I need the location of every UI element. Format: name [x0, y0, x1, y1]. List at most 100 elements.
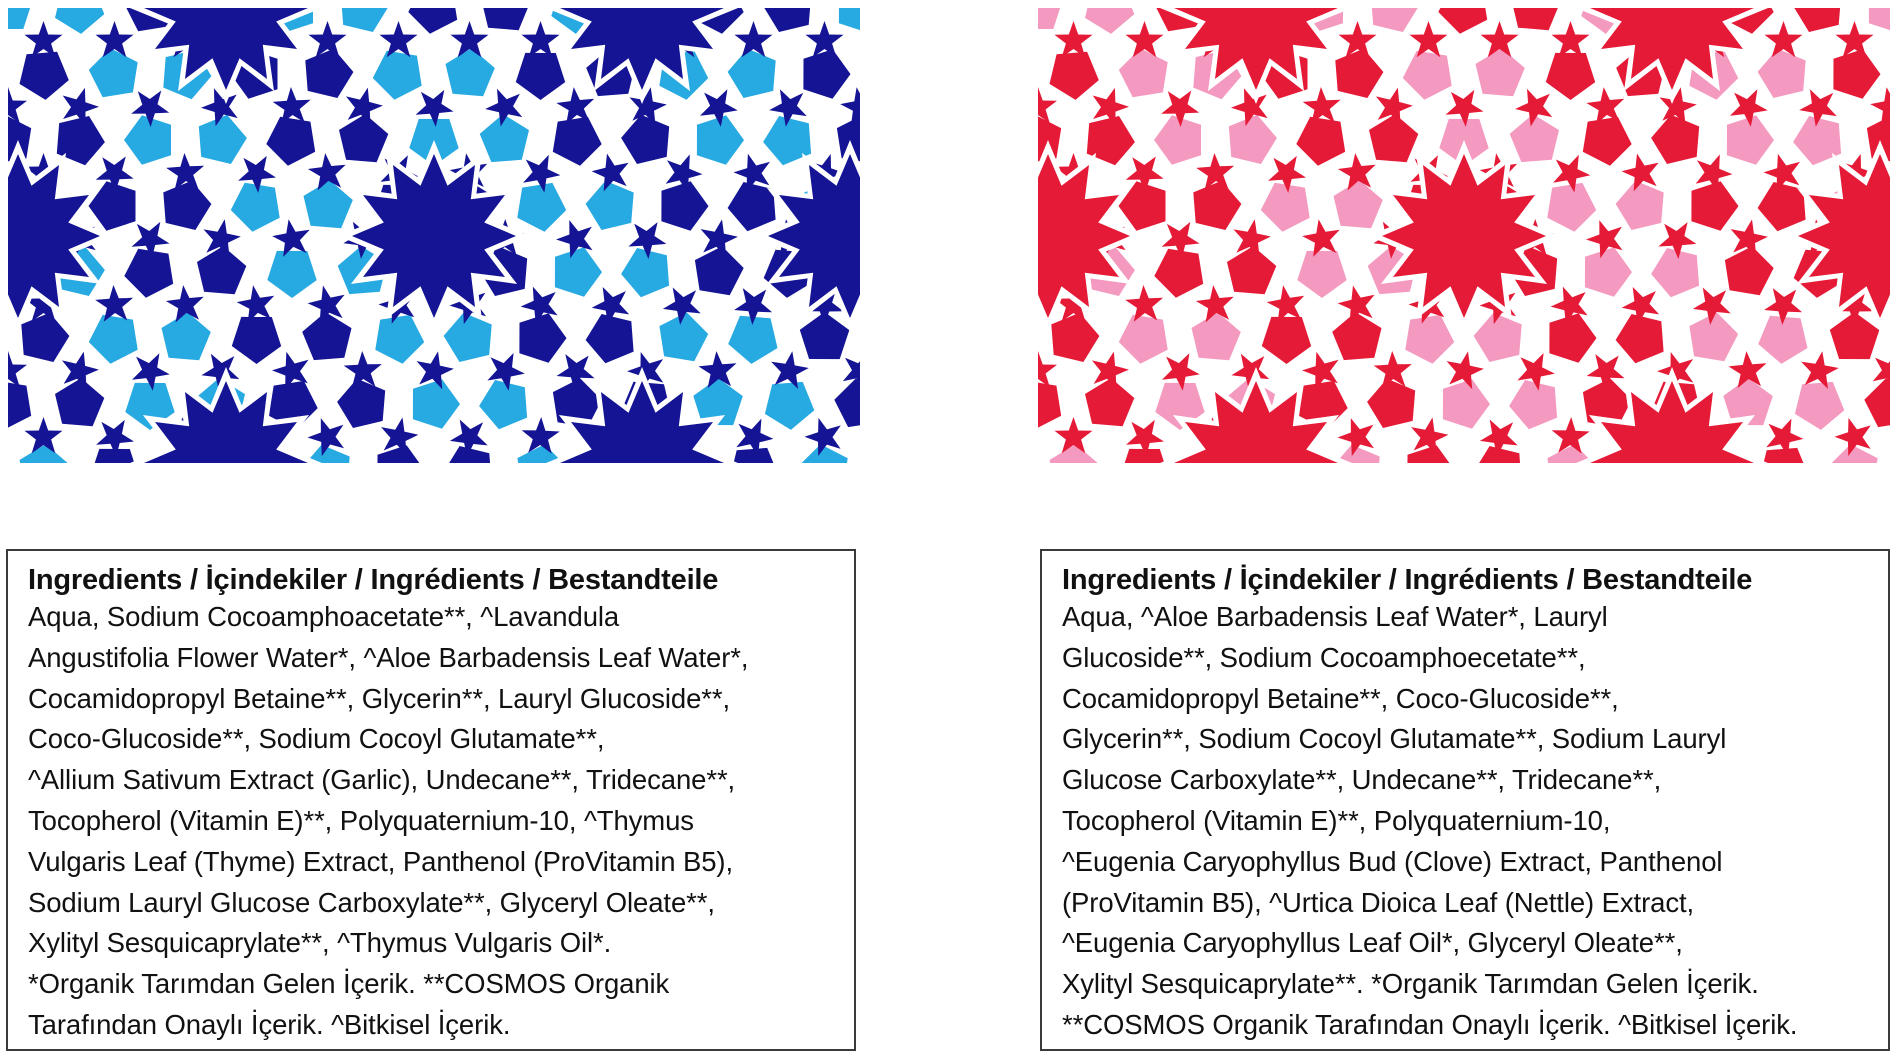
light-tile	[838, 8, 860, 31]
dark-tile	[1367, 378, 1416, 428]
light-tile	[341, 8, 388, 32]
small-star	[1801, 351, 1839, 389]
rosette-star	[560, 381, 724, 463]
dark-tile	[483, 8, 528, 31]
ingredient-line: Glucoside**, Sodium Cocoamphoecetate**,	[1062, 641, 1586, 673]
small-star	[1337, 153, 1376, 191]
rosette-star	[1174, 8, 1338, 90]
small-star	[733, 153, 770, 192]
small-star	[1092, 351, 1129, 390]
light-tile	[479, 380, 528, 430]
rosette-star	[144, 8, 308, 90]
light-tile	[1475, 48, 1525, 97]
ingredient-line: ^Allium Sativum Extract (Garlic), Undeca…	[28, 764, 736, 796]
light-tile	[727, 48, 776, 98]
ingredient-footnote: Tarafından Onaylı İçerik. ^Bitkisel İçer…	[28, 1008, 511, 1040]
ingredients-heading: Ingredients / İçindekiler / Ingrédients …	[28, 564, 719, 596]
small-star	[165, 285, 204, 323]
light-tile	[1049, 444, 1098, 463]
small-star	[1586, 354, 1625, 391]
small-star	[1553, 154, 1591, 193]
small-star	[734, 288, 773, 325]
small-star	[1054, 417, 1093, 454]
dark-tile	[799, 312, 850, 360]
small-star	[131, 90, 170, 127]
small-star	[520, 286, 558, 325]
rosette-star	[1798, 154, 1890, 318]
dark-tile	[55, 378, 105, 427]
small-star	[1411, 417, 1449, 456]
light-tile	[88, 314, 138, 364]
small-star	[62, 351, 99, 390]
small-star	[627, 352, 664, 391]
dark-tile	[1794, 8, 1841, 32]
dark-tile	[1438, 8, 1488, 34]
small-star	[1233, 219, 1271, 258]
small-star	[1766, 418, 1804, 457]
dark-tile	[1085, 378, 1135, 427]
dark-tile	[1049, 51, 1099, 100]
dark-tile	[836, 116, 860, 162]
light-tile	[1584, 247, 1632, 297]
small-star	[1763, 153, 1800, 192]
dark-tile	[449, 446, 491, 463]
small-star	[1302, 351, 1339, 390]
light-tile	[1333, 180, 1383, 229]
dark-tile	[1763, 447, 1804, 463]
rosette-star	[8, 154, 100, 318]
dark-tile	[1757, 182, 1806, 232]
ingredients-panel-right: Ingredients / İçindekiler / Ingrédients …	[1040, 549, 1890, 1051]
dark-tile	[1864, 378, 1890, 428]
dark-tile	[1369, 114, 1419, 163]
dark-tile	[764, 8, 811, 32]
small-star	[1054, 285, 1093, 322]
ingredient-line: Cocamidopropyl Betaine**, Coco-Glucoside…	[1062, 682, 1619, 714]
dark-tile	[8, 116, 32, 162]
small-star	[1125, 285, 1164, 322]
small-star	[804, 417, 841, 456]
small-star	[556, 220, 593, 259]
dark-tile	[621, 114, 670, 164]
small-star	[1658, 222, 1697, 259]
ingredient-footnote: Xylityl Sesquicaprylate**. *Organik Tarı…	[1062, 968, 1759, 1000]
small-star	[307, 285, 345, 324]
small-star	[1373, 351, 1412, 388]
small-star	[346, 87, 383, 126]
pattern-tiles	[1038, 8, 1890, 463]
light-tile	[88, 48, 138, 98]
rosette-star	[1590, 381, 1754, 463]
red-geometric-pattern	[1038, 8, 1890, 463]
light-tile	[1473, 312, 1522, 362]
light-tile	[1726, 115, 1774, 165]
dark-tile	[1582, 116, 1632, 166]
small-star	[131, 221, 170, 259]
light-tile	[1191, 312, 1241, 361]
light-tile	[1085, 8, 1135, 34]
small-star	[95, 285, 134, 322]
small-star	[1692, 287, 1731, 325]
dark-tile	[1829, 312, 1880, 360]
small-star	[628, 222, 667, 259]
light-tile	[1118, 48, 1168, 98]
small-star	[1551, 417, 1590, 454]
small-star	[307, 153, 346, 191]
small-star	[1126, 419, 1164, 457]
light-tile	[693, 378, 743, 426]
small-star	[1409, 21, 1448, 58]
small-star	[272, 219, 310, 257]
light-tile	[1509, 114, 1559, 163]
dark-tile	[834, 378, 860, 428]
ingredient-line: Angustifolia Flower Water*, ^Aloe Barbad…	[28, 641, 749, 673]
dark-tile	[21, 312, 70, 362]
ingredient-line: Tocopherol (Vitamin E)**, Polyquaternium…	[1062, 804, 1611, 836]
dark-tile	[519, 313, 567, 363]
small-star	[1038, 87, 1057, 124]
light-tile	[445, 48, 495, 97]
dark-tile	[305, 48, 354, 98]
dark-tile	[1086, 116, 1135, 166]
small-star	[1730, 89, 1768, 127]
rosette-star	[1038, 154, 1130, 318]
small-star	[842, 357, 860, 384]
dark-tile	[1154, 248, 1204, 298]
rosette-star	[144, 381, 308, 463]
